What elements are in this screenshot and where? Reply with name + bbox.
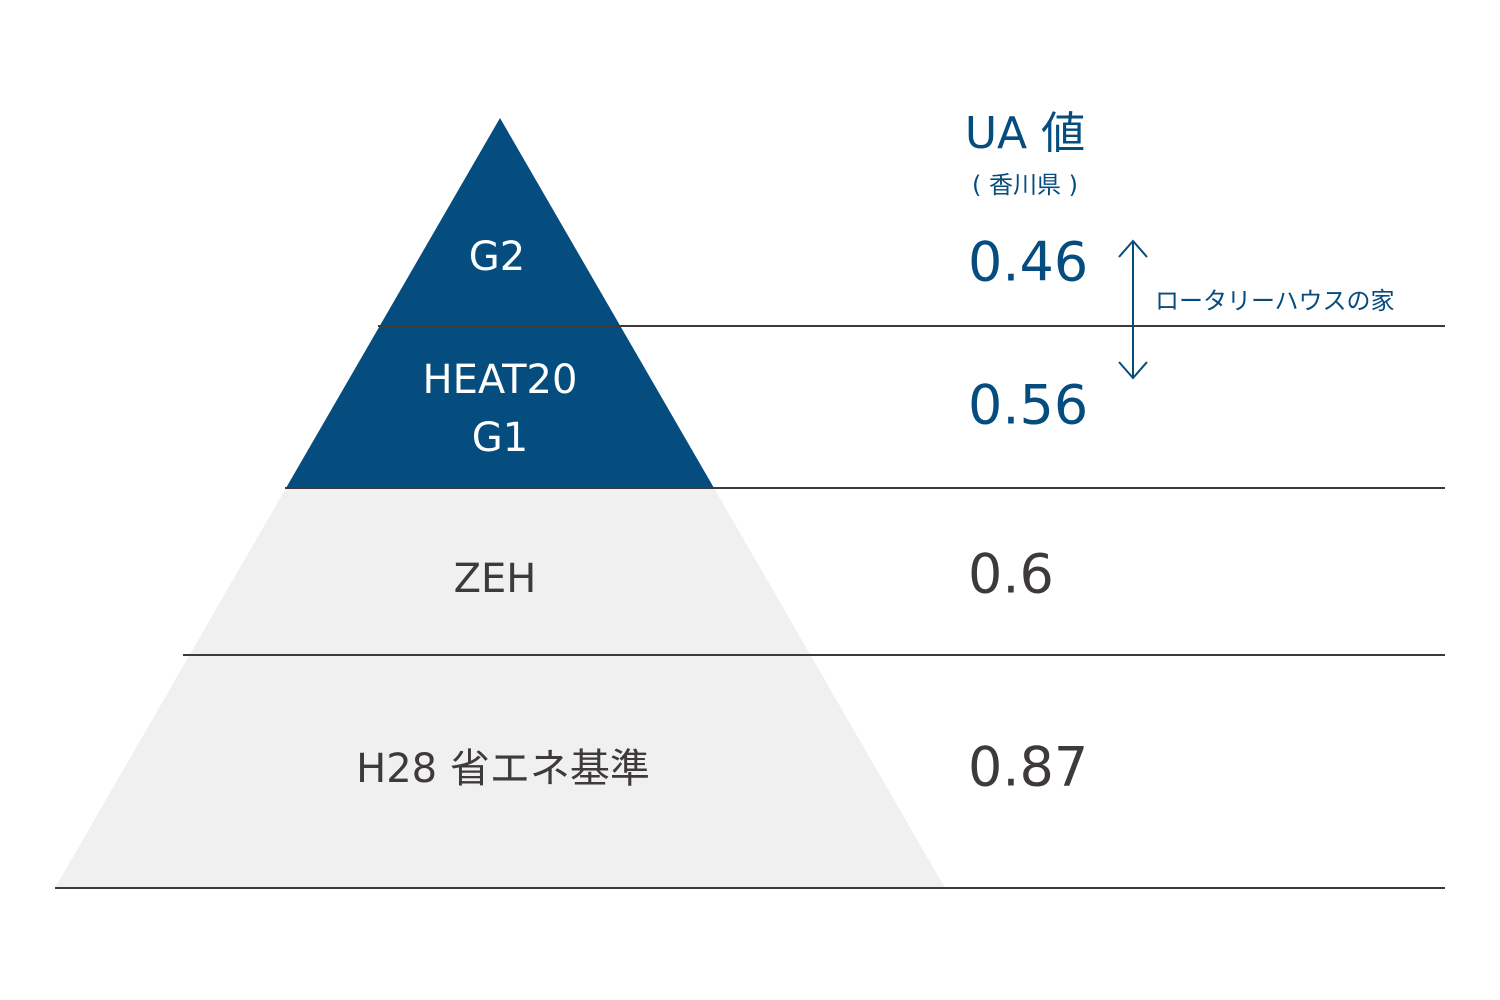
title: UA 値 [965, 108, 1085, 159]
range-arrow [1118, 239, 1148, 380]
tier-label: ZEH [454, 556, 537, 602]
ua-value: 0.56 [968, 374, 1088, 437]
annotation: ロータリーハウスの家 [1155, 287, 1395, 315]
ua-value: 0.46 [968, 231, 1088, 294]
pyramid-base [55, 488, 945, 888]
tier-label: HEAT20 [423, 357, 578, 403]
tier-label: G1 [472, 415, 528, 461]
ua-value: 0.6 [968, 543, 1054, 606]
tier-label: H28 省エネ基準 [356, 746, 650, 792]
tier-label: G2 [469, 234, 525, 280]
subtitle: ( 香川県 ) [972, 171, 1078, 199]
pyramid-top [286, 118, 714, 488]
ua-value: 0.87 [968, 736, 1088, 799]
